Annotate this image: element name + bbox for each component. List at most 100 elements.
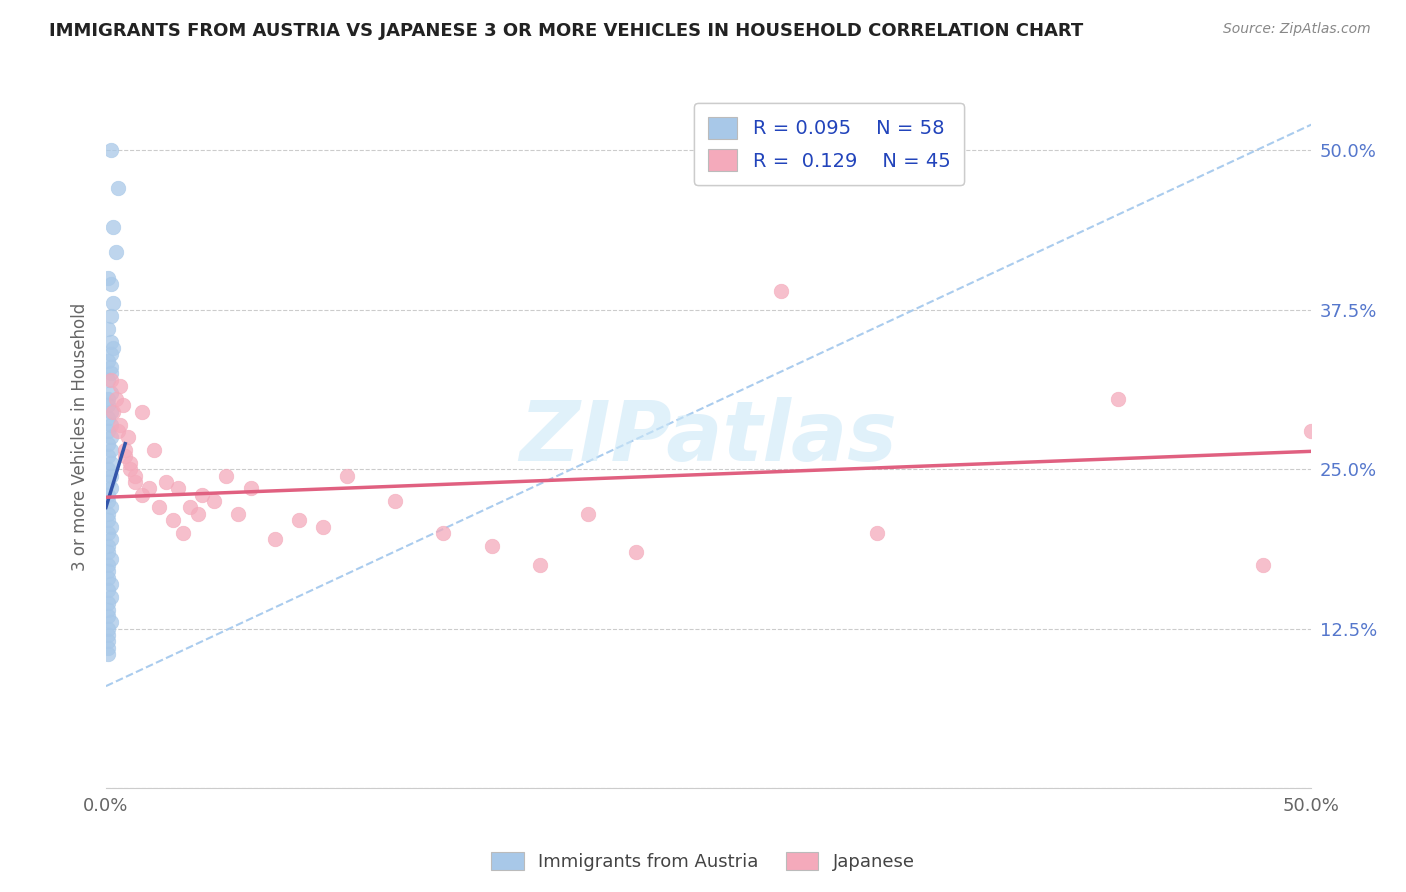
Point — [97, 411, 120, 425]
Point — [131, 488, 153, 502]
Point — [215, 468, 238, 483]
Point — [100, 405, 122, 419]
Point — [100, 468, 122, 483]
Point — [97, 539, 120, 553]
Point — [1107, 392, 1129, 406]
Point — [769, 284, 792, 298]
Point — [1251, 558, 1274, 572]
Point — [143, 443, 166, 458]
Point — [97, 571, 120, 585]
Point — [97, 545, 120, 559]
Point — [100, 347, 122, 361]
Point — [576, 507, 599, 521]
Point — [97, 526, 120, 541]
Point — [138, 481, 160, 495]
Point — [97, 353, 120, 368]
Point — [97, 622, 120, 636]
Point — [97, 558, 120, 572]
Point — [97, 564, 120, 578]
Point — [97, 436, 120, 450]
Legend: R = 0.095    N = 58, R =  0.129    N = 45: R = 0.095 N = 58, R = 0.129 N = 45 — [695, 103, 965, 185]
Point — [101, 219, 124, 234]
Point — [155, 475, 177, 489]
Point — [97, 602, 120, 616]
Point — [100, 309, 122, 323]
Point — [167, 481, 190, 495]
Point — [384, 494, 406, 508]
Point — [104, 392, 127, 406]
Point — [117, 430, 139, 444]
Point — [100, 456, 122, 470]
Point — [432, 526, 454, 541]
Point — [118, 456, 141, 470]
Point — [626, 545, 648, 559]
Point — [100, 360, 122, 375]
Point — [97, 634, 120, 648]
Point — [263, 533, 285, 547]
Point — [97, 398, 120, 412]
Point — [100, 430, 122, 444]
Point — [97, 373, 120, 387]
Point — [131, 405, 153, 419]
Point — [100, 334, 122, 349]
Point — [97, 628, 120, 642]
Point — [101, 405, 124, 419]
Point — [481, 539, 503, 553]
Point — [97, 494, 120, 508]
Point — [110, 379, 132, 393]
Point — [228, 507, 250, 521]
Point — [97, 462, 120, 476]
Point — [100, 500, 122, 515]
Point — [97, 513, 120, 527]
Point — [114, 450, 136, 464]
Point — [107, 181, 129, 195]
Point — [162, 513, 184, 527]
Point — [100, 277, 122, 292]
Point — [336, 468, 359, 483]
Text: ZIPatlas: ZIPatlas — [520, 397, 897, 478]
Y-axis label: 3 or more Vehicles in Household: 3 or more Vehicles in Household — [72, 303, 89, 572]
Point — [100, 590, 122, 604]
Point — [100, 577, 122, 591]
Point — [104, 245, 127, 260]
Point — [97, 392, 120, 406]
Point — [100, 417, 122, 432]
Point — [100, 143, 122, 157]
Point — [97, 640, 120, 655]
Point — [100, 481, 122, 495]
Point — [97, 475, 120, 489]
Point — [100, 367, 122, 381]
Point — [114, 443, 136, 458]
Point — [100, 533, 122, 547]
Point — [97, 583, 120, 598]
Point — [97, 488, 120, 502]
Point — [118, 462, 141, 476]
Point — [100, 443, 122, 458]
Point — [1301, 424, 1323, 438]
Point — [866, 526, 889, 541]
Point — [107, 424, 129, 438]
Point — [100, 519, 122, 533]
Point — [110, 417, 132, 432]
Legend: Immigrants from Austria, Japanese: Immigrants from Austria, Japanese — [484, 845, 922, 879]
Point — [148, 500, 170, 515]
Point — [101, 296, 124, 310]
Point — [202, 494, 225, 508]
Text: IMMIGRANTS FROM AUSTRIA VS JAPANESE 3 OR MORE VEHICLES IN HOUSEHOLD CORRELATION : IMMIGRANTS FROM AUSTRIA VS JAPANESE 3 OR… — [49, 22, 1084, 40]
Point — [97, 596, 120, 610]
Point — [124, 475, 146, 489]
Point — [239, 481, 262, 495]
Point — [97, 647, 120, 661]
Point — [124, 468, 146, 483]
Point — [179, 500, 201, 515]
Point — [100, 373, 122, 387]
Point — [97, 507, 120, 521]
Point — [97, 322, 120, 336]
Point — [97, 270, 120, 285]
Point — [111, 398, 134, 412]
Point — [100, 551, 122, 566]
Point — [97, 450, 120, 464]
Point — [97, 424, 120, 438]
Point — [172, 526, 194, 541]
Point — [100, 615, 122, 630]
